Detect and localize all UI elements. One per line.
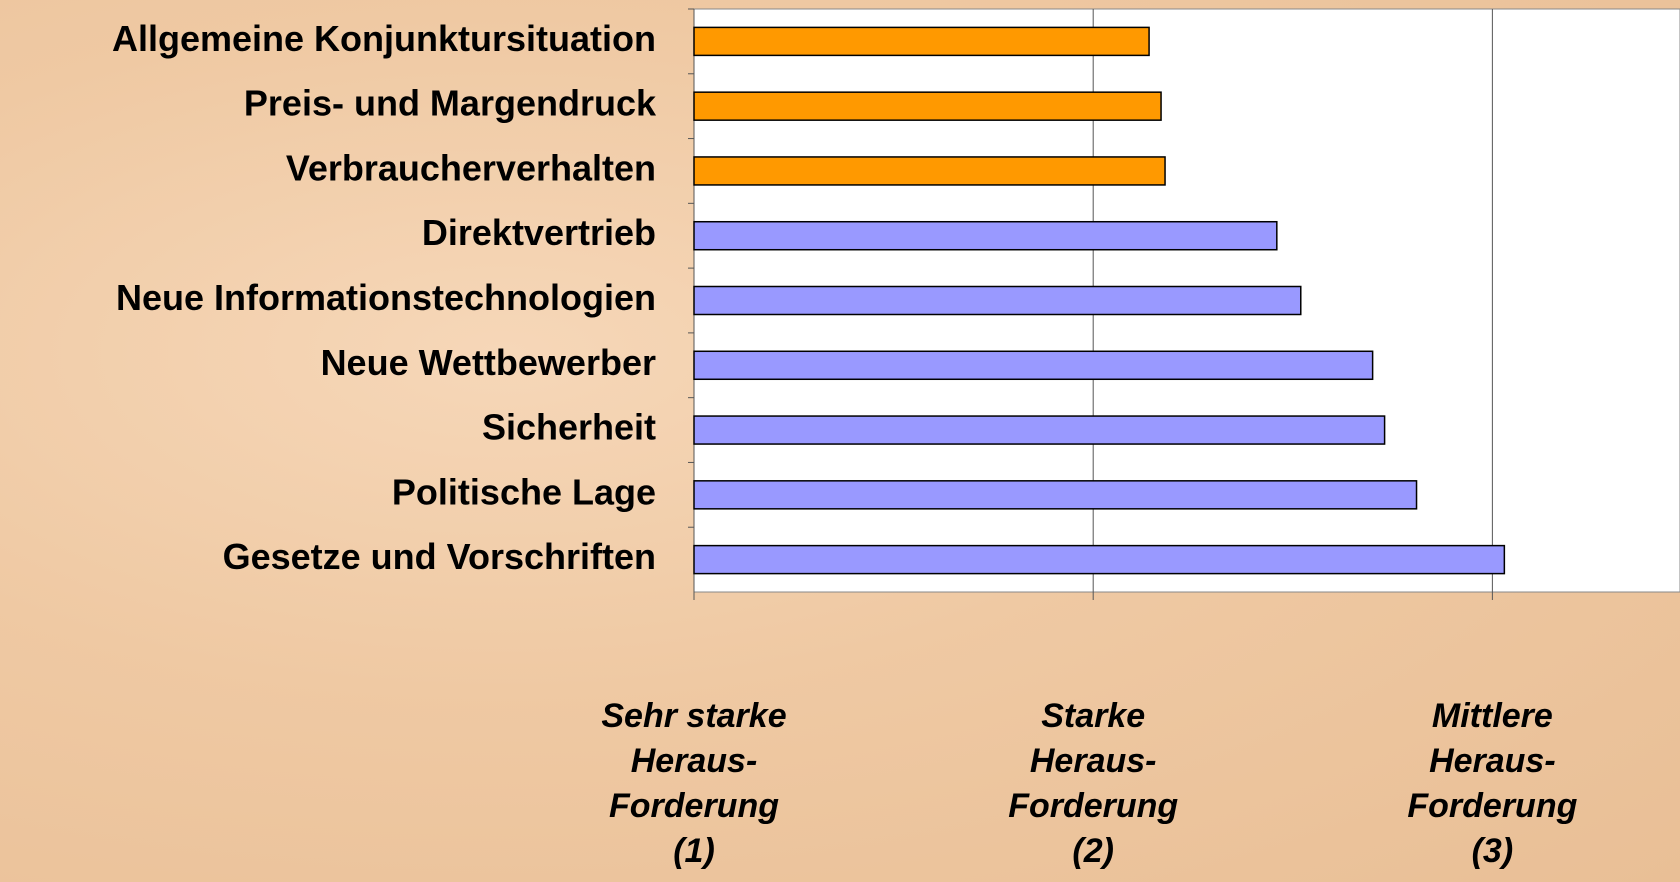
y-tick-label: Sicherheit [482,407,656,448]
y-tick-label: Neue Wettbewerber [321,342,656,383]
x-tick-label: Sehr starke Heraus-Forderung (1) [601,697,787,870]
y-tick-label: Preis- und Margendruck [244,83,657,124]
bar [693,480,1418,510]
bar [693,285,1302,316]
bar [693,91,1162,121]
y-tick-label: Neue Informationstechnologien [116,277,656,318]
bar [693,156,1166,186]
y-tick-label: Politische Lage [392,471,656,512]
y-tick-label: Verbraucherverhalten [286,147,656,188]
x-tick-label: Starke Heraus-Forderung (2) [1008,697,1179,870]
bar [693,26,1150,57]
bar [693,415,1386,445]
y-tick-label: Allgemeine Konjunktursituation [112,18,656,59]
bar [693,350,1374,381]
bar [693,220,1278,251]
y-tick-label: Gesetze und Vorschriften [223,536,656,577]
x-tick-label: Mittlere Heraus-Forderung (3) [1407,697,1578,870]
y-tick-label: Direktvertrieb [422,212,656,253]
bar [693,544,1506,575]
